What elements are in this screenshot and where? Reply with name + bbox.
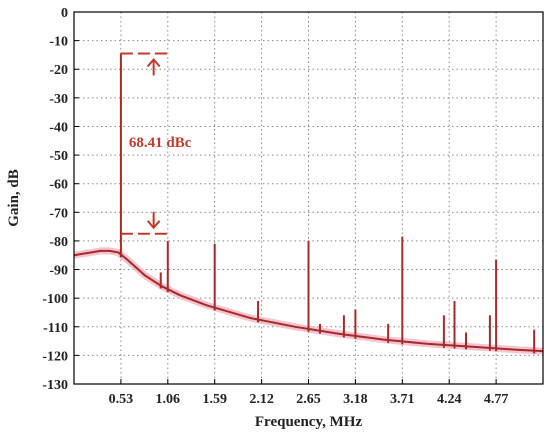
y-tick-label: -20 [49,63,68,78]
noise-floor-series [73,249,544,353]
spur-series [119,53,536,354]
y-axis-label: Gain, dB [6,169,22,227]
y-tick-label: -40 [49,120,68,135]
arrow-up-head-icon [146,57,161,68]
y-tick-label: -80 [49,235,68,250]
y-tick-label: -120 [42,349,68,364]
y-tick-label: -60 [49,178,68,193]
x-tick-label: 1.06 [156,392,181,407]
x-tick-label: 4.77 [484,392,509,407]
y-tick-label: -10 [49,35,68,50]
y-tick-label: -70 [49,206,68,221]
x-tick-label: 3.18 [343,392,368,407]
x-axis-label: Frequency, MHz [255,414,363,430]
y-tick-label: -50 [49,149,68,164]
annotation-group: 68.41 dBc [120,52,192,235]
x-tick-label: 2.65 [296,392,321,407]
x-axis-ticks: 0.53 1.06 1.59 2.12 2.65 3.18 3.71 4.24 4.77 [109,379,509,407]
y-tick-label: -100 [42,292,68,307]
y-tick-label: -90 [49,264,68,279]
x-tick-label: 4.24 [437,392,462,407]
y-axis-ticks: 0 -10 -20 -30 -40 -50 -60 -70 -80 -90 -100 -110 -120… [42,6,79,393]
y-tick-label: -110 [43,321,68,336]
dbc-annotation-label: 68.41 dBc [129,135,192,151]
y-tick-label: -130 [42,378,68,393]
x-tick-label: 3.71 [390,392,415,407]
x-tick-label: 2.12 [249,392,274,407]
y-tick-label: -30 [49,92,68,107]
y-tick-label: 0 [61,6,68,21]
x-tick-label: 0.53 [109,392,134,407]
noise-floor-line [73,249,544,353]
arrow-down-head-icon [146,220,161,230]
x-tick-label: 1.59 [202,392,227,407]
